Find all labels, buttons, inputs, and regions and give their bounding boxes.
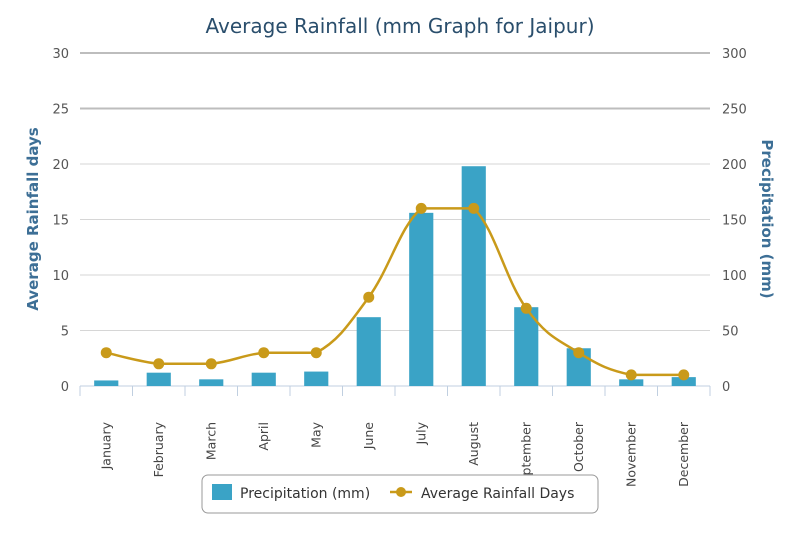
- left-tick-label: 5: [61, 325, 69, 340]
- precipitation-bar[interactable]: [199, 379, 224, 386]
- category-label: December: [676, 421, 691, 487]
- legend-precipitation-swatch: [212, 484, 232, 500]
- rainfall-days-point[interactable]: [468, 202, 480, 214]
- rainfall-days-point[interactable]: [520, 302, 532, 314]
- rainfall-days-line: [100, 202, 690, 381]
- rainfall-days-point[interactable]: [363, 291, 375, 303]
- rainfall-days-point[interactable]: [205, 358, 217, 370]
- category-label: January: [98, 421, 113, 470]
- precipitation-bar[interactable]: [461, 166, 486, 386]
- rainfall-days-point[interactable]: [100, 347, 112, 359]
- rainfall-days-point[interactable]: [625, 369, 637, 381]
- left-tick-label: 15: [52, 214, 69, 229]
- rainfall-days-point[interactable]: [258, 347, 270, 359]
- left-tick-label: 0: [61, 380, 69, 395]
- precipitation-bars: [94, 166, 696, 386]
- rainfall-days-point[interactable]: [310, 347, 322, 359]
- category-label: June: [361, 422, 376, 451]
- category-label: February: [151, 421, 166, 477]
- chart-title: Average Rainfall (mm Graph for Jaipur): [206, 14, 595, 38]
- rainfall-days-point[interactable]: [573, 347, 585, 359]
- precipitation-bar[interactable]: [356, 317, 381, 386]
- category-label: November: [623, 421, 638, 487]
- right-tick-label: 200: [722, 158, 747, 173]
- rainfall-days-point[interactable]: [415, 202, 427, 214]
- rainfall-days-point[interactable]: [678, 369, 690, 381]
- precipitation-bar[interactable]: [304, 371, 329, 386]
- left-tick-label: 25: [52, 103, 69, 118]
- precipitation-bar[interactable]: [671, 377, 696, 386]
- rainfall-days-path: [105, 207, 684, 377]
- left-axis-ticks: 0 5 10 15 20 25 30: [52, 47, 69, 395]
- precipitation-bar[interactable]: [619, 379, 644, 386]
- category-label: October: [571, 421, 586, 472]
- category-label: August: [466, 422, 481, 466]
- right-tick-label: 300: [722, 47, 747, 62]
- precipitation-bar[interactable]: [251, 372, 276, 386]
- rainfall-days-point[interactable]: [153, 358, 165, 370]
- right-axis-title: Precipitation (mm): [758, 139, 776, 298]
- right-axis-ticks: 0 50 100 150 200 250 300: [722, 47, 747, 395]
- category-label: September: [518, 421, 533, 491]
- legend-rainfall-days-swatch-dot: [396, 487, 406, 497]
- left-tick-label: 10: [52, 269, 69, 284]
- left-tick-label: 20: [52, 158, 69, 173]
- precipitation-bar[interactable]: [146, 372, 171, 386]
- category-label: March: [203, 422, 218, 460]
- legend[interactable]: Precipitation (mm) Average Rainfall Days: [201, 474, 599, 514]
- right-tick-label: 0: [722, 380, 730, 395]
- left-tick-label: 30: [52, 47, 69, 62]
- right-tick-label: 100: [722, 269, 747, 284]
- category-label: April: [256, 422, 271, 451]
- precipitation-bar[interactable]: [94, 380, 119, 386]
- legend-rainfall-days-label[interactable]: Average Rainfall Days: [421, 486, 574, 502]
- legend-precipitation-label[interactable]: Precipitation (mm): [240, 486, 370, 502]
- category-label: July: [413, 421, 428, 445]
- right-tick-label: 250: [722, 103, 747, 118]
- precipitation-bar[interactable]: [409, 212, 434, 386]
- right-tick-label: 150: [722, 214, 747, 229]
- right-tick-label: 50: [722, 325, 739, 340]
- category-label: May: [308, 421, 323, 447]
- left-axis-title: Average Rainfall days: [24, 127, 42, 310]
- grid-lines: [79, 52, 711, 396]
- category-labels: January February March April May June July Augu…: [98, 421, 691, 491]
